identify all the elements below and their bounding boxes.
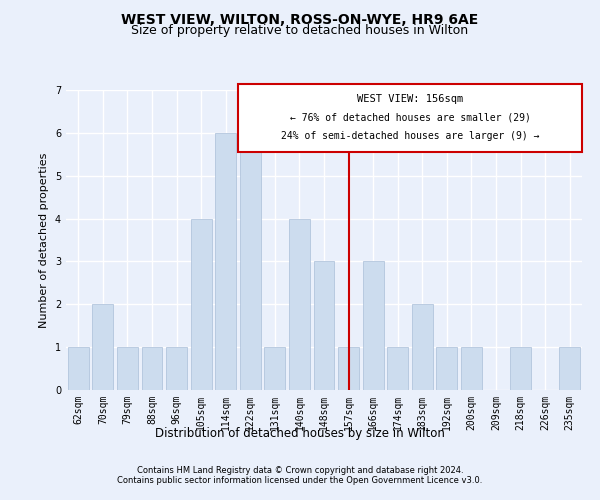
Text: ← 76% of detached houses are smaller (29): ← 76% of detached houses are smaller (29… — [290, 113, 530, 123]
Text: Size of property relative to detached houses in Wilton: Size of property relative to detached ho… — [131, 24, 469, 37]
Text: Distribution of detached houses by size in Wilton: Distribution of detached houses by size … — [155, 428, 445, 440]
Bar — [265, 347, 286, 390]
Bar — [387, 347, 408, 390]
Bar — [461, 347, 482, 390]
Bar — [166, 347, 187, 390]
Bar — [314, 262, 334, 390]
Bar — [412, 304, 433, 390]
Y-axis label: Number of detached properties: Number of detached properties — [40, 152, 49, 328]
Text: 24% of semi-detached houses are larger (9) →: 24% of semi-detached houses are larger (… — [281, 132, 539, 141]
Bar — [436, 347, 457, 390]
Bar — [191, 218, 212, 390]
Text: WEST VIEW: 156sqm: WEST VIEW: 156sqm — [357, 94, 463, 104]
Text: Contains HM Land Registry data © Crown copyright and database right 2024.: Contains HM Land Registry data © Crown c… — [137, 466, 463, 475]
Bar — [240, 133, 261, 390]
Bar — [142, 347, 163, 390]
Bar — [92, 304, 113, 390]
Bar — [289, 218, 310, 390]
Bar — [215, 133, 236, 390]
Text: Contains public sector information licensed under the Open Government Licence v3: Contains public sector information licen… — [118, 476, 482, 485]
Bar — [510, 347, 531, 390]
Bar — [362, 262, 383, 390]
Text: WEST VIEW, WILTON, ROSS-ON-WYE, HR9 6AE: WEST VIEW, WILTON, ROSS-ON-WYE, HR9 6AE — [121, 12, 479, 26]
Bar — [559, 347, 580, 390]
Bar — [68, 347, 89, 390]
Bar — [338, 347, 359, 390]
FancyBboxPatch shape — [238, 84, 582, 152]
Bar — [117, 347, 138, 390]
